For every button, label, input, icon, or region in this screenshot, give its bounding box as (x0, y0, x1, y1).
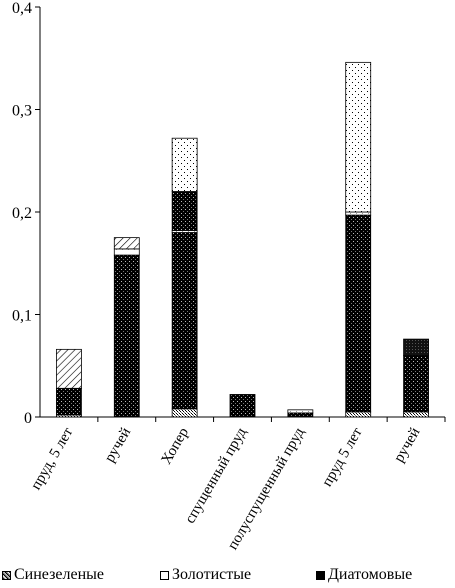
x-tick-label: спущенный пруд (182, 425, 250, 527)
bar-segment (345, 211, 372, 216)
chart-axes: 0 0,1 0,2 0,3 0,4 (12, 0, 446, 427)
bar-segment (56, 387, 82, 416)
legend-label-golden-algae: Золотистые (172, 566, 252, 583)
x-tick-label: пруд 5 лет (319, 425, 366, 490)
legend-label-cyanobacteria: Синезеленые (14, 566, 105, 583)
x-tick-label: пруд, 5 лет (28, 425, 77, 493)
bar-segment (403, 411, 429, 418)
bar-segment (113, 237, 140, 250)
bar-segment (345, 411, 372, 418)
legend-swatch-diatoms (316, 570, 325, 580)
bar-segment (171, 191, 198, 231)
bar-segment (113, 248, 140, 256)
x-tick-label: Хопер (158, 425, 192, 467)
legend-swatch-golden-algae (160, 570, 169, 580)
bar-segment (171, 408, 198, 418)
bar-segment (345, 61, 372, 213)
legend-label-diatoms: Диатомовые (328, 566, 413, 583)
y-tick-label: 0,4 (12, 0, 32, 17)
bar-segment (287, 409, 314, 414)
bar-segment (345, 214, 372, 413)
bar-segment (403, 338, 429, 356)
legend-item-golden-algae: Золотистые (160, 566, 251, 584)
chart-legend: Синезеленые Золотистые Диатомовые (0, 566, 455, 588)
x-tick-label: ручей (391, 425, 423, 465)
bar-segment (229, 394, 256, 418)
x-tick-label: ручей (102, 425, 134, 465)
legend-swatch-cyanobacteria (2, 570, 11, 580)
bar-segment (113, 254, 140, 418)
bar-segment (403, 355, 429, 413)
legend-item-diatoms: Диатомовые (316, 566, 412, 584)
chart-bars (56, 61, 429, 418)
bar-segment (171, 232, 198, 410)
y-tick-label: 0,1 (12, 308, 32, 325)
legend-item-cyanobacteria: Синезеленые (2, 566, 104, 584)
y-tick-label: 0,2 (12, 205, 32, 222)
bar-segment (287, 412, 314, 418)
bar-segment (56, 348, 82, 389)
bar-segment (171, 137, 198, 192)
y-tick-label: 0 (24, 410, 32, 427)
y-tick-label: 0,3 (12, 103, 32, 120)
